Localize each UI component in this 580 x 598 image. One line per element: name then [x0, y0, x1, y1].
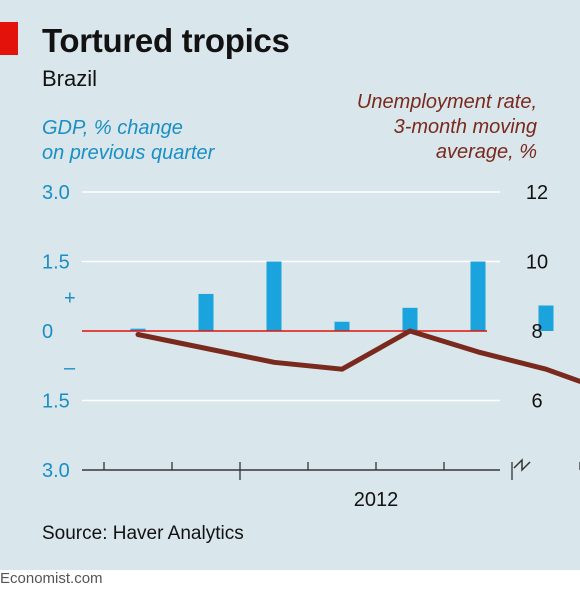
unemployment-line: [135, 328, 580, 385]
gdp-bars: [130, 261, 554, 331]
left-tick-label: 1.5: [42, 391, 70, 413]
left-tick-label: 0: [42, 321, 53, 343]
left-axis-label: on previous quarter: [42, 142, 216, 164]
axis-break-icon: [513, 458, 531, 472]
left-sign-plus: +: [64, 287, 76, 309]
gdp-bar: [402, 307, 418, 331]
right-axis-label: average, %: [436, 141, 537, 163]
brand-red-tag: [0, 22, 18, 55]
x-axis: 201213141516: [82, 462, 580, 511]
gdp-bar: [470, 261, 486, 331]
source-note: Source: Haver Analytics: [42, 523, 244, 544]
axis-break-mark: [513, 458, 531, 472]
x-tick-label: 2012: [354, 489, 399, 511]
gdp-bar: [130, 328, 146, 331]
right-tick-label: 12: [526, 182, 548, 204]
right-tick-label: 8: [531, 321, 542, 343]
left-tick-label: 1.5: [42, 252, 70, 274]
axis-labels: GDP, % change on previous quarter Unemploy…: [42, 91, 537, 164]
left-axis-label: GDP, % change: [42, 117, 183, 139]
right-axis-label: Unemployment rate,: [357, 91, 537, 113]
right-tick-label: 6: [531, 391, 542, 413]
gdp-bar: [266, 261, 282, 331]
publisher-footer: Economist.com: [0, 570, 103, 587]
right-tick-label: 10: [526, 252, 548, 274]
right-axis-ticks: 12 10 8 6: [526, 182, 548, 413]
right-axis-label: 3-month moving: [394, 116, 537, 138]
left-axis-ticks: 3.0 1.5 0 1.5 3.0 + –: [42, 182, 76, 482]
left-sign-minus: –: [64, 357, 76, 379]
chart-subtitle: Brazil: [42, 66, 98, 91]
gdp-bar: [198, 293, 214, 331]
gdp-bar: [538, 305, 554, 331]
left-tick-label: 3.0: [42, 460, 70, 482]
chart-title: Tortured tropics: [42, 22, 290, 59]
gdp-bar: [334, 321, 350, 331]
left-tick-label: 3.0: [42, 182, 70, 204]
chart-svg: 201213141516 3.0 1.5 0 1.5 3.0 + – 12 10 8 6 GDP,…: [42, 91, 580, 511]
